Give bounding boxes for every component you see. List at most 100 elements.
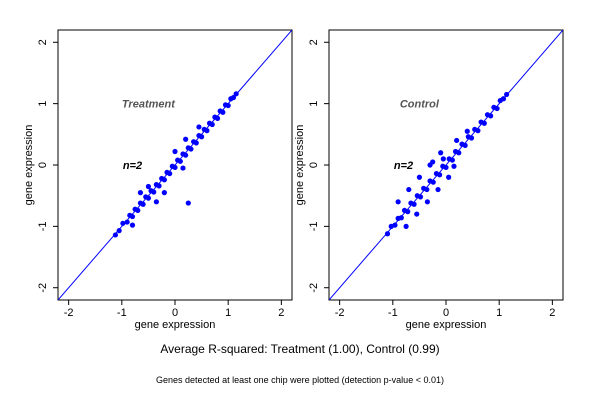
panel-2-y-tick-label: 2	[308, 39, 320, 45]
panel-2-y-tick-label: 1	[308, 101, 320, 107]
panel-1-data-point	[153, 199, 159, 205]
panel-1-y-axis-label: gene expression	[23, 125, 35, 206]
panel-1-data-point	[167, 170, 173, 177]
panel-1-data-point	[161, 177, 167, 183]
panel-2-data-point	[440, 156, 446, 162]
panel-2-data-point	[438, 150, 444, 156]
panel-1-x-tick-label: 2	[278, 307, 284, 319]
panel-2-data-point	[435, 186, 441, 193]
panel-2-data-point	[454, 137, 460, 144]
panel-1-x-tick-label: 0	[172, 307, 178, 319]
panel-1-data-point	[129, 213, 136, 220]
panel-1-data-point	[156, 183, 162, 189]
panel-1-data-point	[196, 124, 202, 130]
panel-2-x-tick-label: 1	[496, 307, 502, 319]
panel-2-data-point	[405, 209, 411, 215]
panel-1-data-point	[198, 134, 205, 140]
panel-2-data-point	[411, 201, 417, 207]
panel-1-data-point	[185, 200, 191, 206]
panel-1-data-point	[145, 183, 152, 190]
panel-1-x-axis-label: gene expression	[135, 319, 216, 331]
panel-1-data-point	[172, 148, 178, 155]
panel-1-data-point	[214, 115, 221, 121]
panel-1-data-point	[233, 91, 239, 97]
panel-1-data-point	[188, 146, 194, 152]
panel-2-data-point	[449, 157, 455, 163]
panel-1-data-point	[225, 102, 231, 109]
panel-1-data-point	[137, 190, 144, 196]
panel-2-data-point	[414, 211, 420, 217]
chart-footnote: Genes detected at least one chip were pl…	[156, 375, 444, 385]
panel-1-data-point	[135, 207, 141, 214]
panel-2-data-point	[451, 163, 457, 169]
panel-1-data-point	[161, 190, 167, 196]
panel-1-data-point	[145, 195, 152, 201]
panel-2-annotation: n=2	[394, 160, 413, 172]
panel-2-data-point	[403, 223, 409, 229]
panel-2-data-point	[462, 142, 468, 148]
panel-1-data-point	[193, 140, 199, 146]
panel-2-label: Control	[400, 99, 440, 111]
panel-2-y-tick-label: -2	[308, 283, 320, 293]
panel-2-data-point	[481, 120, 487, 126]
panel-1-data-point	[177, 158, 183, 164]
chart-caption: Average R-squared: Treatment (1.00), Con…	[160, 342, 440, 356]
panel-2-data-point	[406, 186, 412, 193]
panel-2-x-tick-label: 0	[443, 307, 449, 319]
panel-2-y-tick-label: -1	[308, 221, 320, 231]
panel-2-data-point	[488, 113, 494, 119]
panel-2-data-point	[494, 105, 500, 112]
panel-2-x-tick-label: 2	[549, 307, 555, 319]
panel-1-data-point	[183, 136, 189, 142]
panel-2-data-point	[500, 96, 507, 102]
panel-1-data-point	[220, 109, 226, 115]
panel-2-data-point	[430, 159, 436, 165]
panel-1-data-point	[124, 219, 130, 225]
panel-2-data-point	[437, 172, 443, 178]
panel-1-data-point	[140, 201, 146, 207]
panel-2-y-axis-label: gene expression	[294, 125, 306, 206]
panel-1-y-tick-label: 0	[37, 162, 49, 168]
panel-1-data-point	[183, 152, 189, 158]
panel-2-data-point	[443, 164, 449, 171]
panel-2-data-point	[424, 199, 430, 205]
panel-2-x-tick-label: -2	[335, 307, 345, 319]
panel-1-data-point	[230, 94, 237, 101]
panel-1-data-point	[129, 222, 136, 228]
panel-1-y-tick-label: -1	[37, 221, 49, 231]
panel-1-data-point	[209, 121, 215, 128]
panel-1-x-tick-label: 1	[225, 307, 231, 319]
panel-1-y-tick-label: -2	[37, 283, 49, 293]
panel-1-data-point	[112, 232, 119, 238]
panel-2-data-point	[392, 222, 398, 228]
panel-1-annotation: n=2	[123, 160, 142, 172]
panel-2-data-point	[424, 186, 430, 193]
panel-2-data-point	[395, 199, 401, 205]
panel-2-data-point	[456, 150, 462, 156]
panel-2-x-axis-label: gene expression	[406, 319, 487, 331]
panel-2-data-point	[468, 135, 475, 141]
panel-1-x-tick-label: -1	[117, 307, 127, 319]
panel-2-data-point	[446, 174, 452, 180]
panel-2-data-point	[430, 179, 436, 185]
panel-1-data-point	[120, 220, 126, 226]
panel-2-y-tick-label: 0	[308, 162, 320, 168]
panel-1-data-point	[151, 189, 157, 195]
panel-1-data-point	[116, 228, 122, 234]
panel-2-x-tick-label: -1	[388, 307, 398, 319]
panel-2-data-point	[416, 174, 423, 180]
panel-1-x-tick-label: -2	[64, 307, 74, 319]
panel-1-y-tick-label: 2	[37, 39, 49, 45]
panel-1-y-tick-label: 1	[37, 101, 49, 107]
panel-2-data-point	[464, 128, 470, 134]
panel-1-data-point	[172, 164, 178, 171]
panel-1-label: Treatment	[122, 99, 176, 111]
panel-2-data-point	[384, 231, 391, 237]
panel-1-data-point	[180, 165, 186, 171]
panel-1-data-point	[204, 128, 210, 134]
panel-2-data-point	[475, 128, 481, 134]
panel-2-data-point	[504, 91, 510, 98]
panel-2-data-point	[398, 215, 404, 221]
panel-2-data-point	[417, 194, 424, 200]
